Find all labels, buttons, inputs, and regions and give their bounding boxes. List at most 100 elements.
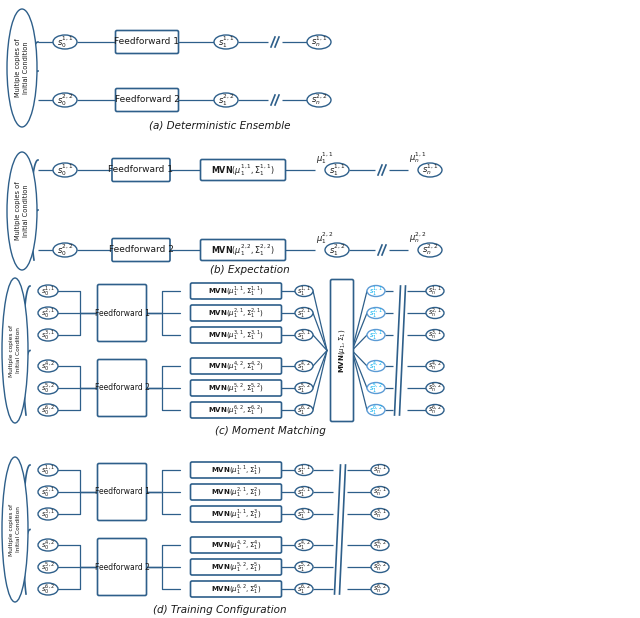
FancyBboxPatch shape (191, 380, 282, 396)
Text: $s_0^{1,1}$: $s_0^{1,1}$ (57, 163, 74, 178)
Text: $\mathbf{MVN}(\mu_1^{1,1}, \Sigma_1^{1,1})$: $\mathbf{MVN}(\mu_1^{1,1}, \Sigma_1^{1,1… (211, 163, 275, 178)
Text: $s_n^{3,1}$: $s_n^{3,1}$ (428, 328, 442, 342)
Ellipse shape (38, 307, 58, 319)
Ellipse shape (38, 382, 58, 394)
Text: $\mathbf{MVN}(\mu_1^{5,2}, \Sigma_1^{5,2})$: $\mathbf{MVN}(\mu_1^{5,2}, \Sigma_1^{5,2… (208, 381, 264, 395)
Text: Multiple copies of
Initial Condition: Multiple copies of Initial Condition (10, 324, 20, 376)
Text: $\mathbf{MVN}(\mu_1^{2,2}, \Sigma_1^{2,2})$: $\mathbf{MVN}(\mu_1^{2,2}, \Sigma_1^{2,2… (211, 242, 275, 258)
Ellipse shape (7, 9, 37, 127)
Text: (c) Moment Matching: (c) Moment Matching (214, 426, 325, 436)
Text: Feedforward 2: Feedforward 2 (109, 245, 173, 255)
Ellipse shape (38, 583, 58, 595)
Text: $s_1^{2,2}$: $s_1^{2,2}$ (218, 92, 234, 108)
Ellipse shape (38, 464, 58, 476)
Text: (d) Training Configuration: (d) Training Configuration (153, 605, 287, 615)
FancyBboxPatch shape (191, 506, 282, 522)
Ellipse shape (38, 360, 58, 372)
Ellipse shape (38, 285, 58, 297)
FancyBboxPatch shape (191, 305, 282, 321)
FancyBboxPatch shape (115, 30, 179, 54)
Ellipse shape (325, 163, 349, 177)
Ellipse shape (367, 383, 385, 394)
Text: $s_1^{1,1}$: $s_1^{1,1}$ (369, 284, 383, 298)
Ellipse shape (426, 286, 444, 297)
Ellipse shape (426, 308, 444, 318)
Text: Feedforward 2: Feedforward 2 (95, 562, 149, 572)
Ellipse shape (53, 243, 77, 257)
Ellipse shape (38, 539, 58, 551)
Text: $s_n^{6,2}$: $s_n^{6,2}$ (373, 582, 387, 596)
Text: $s_1^{4,2}$: $s_1^{4,2}$ (297, 359, 311, 373)
Ellipse shape (367, 360, 385, 371)
Text: $s_n^{5,2}$: $s_n^{5,2}$ (428, 381, 442, 395)
Ellipse shape (295, 308, 313, 318)
Text: $s_0^{1,1}$: $s_0^{1,1}$ (57, 34, 74, 50)
Text: $s_1^{3,1}$: $s_1^{3,1}$ (297, 507, 311, 521)
FancyBboxPatch shape (191, 462, 282, 478)
Text: $s_1^{1,1}$: $s_1^{1,1}$ (218, 34, 234, 50)
Text: $\mathbf{MVN}(\mu_1^{2,1}, \Sigma_1^{2,1})$: $\mathbf{MVN}(\mu_1^{2,1}, \Sigma_1^{2,1… (208, 306, 264, 320)
Text: $s_0^{5,2}$: $s_0^{5,2}$ (41, 381, 55, 395)
Text: $s_n^{1,1}$: $s_n^{1,1}$ (310, 35, 327, 49)
Text: $\mathbf{MVN}(\mu_1, \Sigma_1)$: $\mathbf{MVN}(\mu_1, \Sigma_1)$ (337, 328, 347, 373)
Text: $\mathbf{MVN}(\mu_1^{3,1}, \Sigma_1^{3,1})$: $\mathbf{MVN}(\mu_1^{3,1}, \Sigma_1^{3,1… (208, 328, 264, 342)
Text: Feedforward 2: Feedforward 2 (95, 384, 149, 392)
Text: $s_1^{1,1}$: $s_1^{1,1}$ (329, 163, 346, 178)
Text: $s_1^{2,2}$: $s_1^{2,2}$ (329, 242, 346, 258)
Ellipse shape (38, 508, 58, 520)
Ellipse shape (38, 561, 58, 573)
Text: (b) Expectation: (b) Expectation (210, 265, 290, 275)
Ellipse shape (325, 243, 349, 257)
Text: $s_n^{4,2}$: $s_n^{4,2}$ (428, 359, 442, 373)
FancyBboxPatch shape (191, 559, 282, 575)
Text: $s_n^{5,2}$: $s_n^{5,2}$ (373, 561, 387, 574)
Ellipse shape (295, 583, 313, 595)
Ellipse shape (307, 93, 331, 107)
Ellipse shape (367, 286, 385, 297)
FancyBboxPatch shape (330, 279, 353, 421)
Ellipse shape (367, 329, 385, 341)
FancyBboxPatch shape (97, 464, 147, 520)
Text: $s_n^{1,1}$: $s_n^{1,1}$ (428, 284, 442, 298)
FancyBboxPatch shape (191, 283, 282, 299)
Text: Feedforward 2: Feedforward 2 (115, 96, 179, 104)
Ellipse shape (53, 163, 77, 177)
Text: $\mathbf{MVN}(\mu_1^{5,2}, \Sigma_1^{5})$: $\mathbf{MVN}(\mu_1^{5,2}, \Sigma_1^{5})… (211, 560, 261, 574)
FancyBboxPatch shape (97, 360, 147, 417)
Text: $\mathbf{MVN}(\mu_1^{4,2}, \Sigma_1^{4})$: $\mathbf{MVN}(\mu_1^{4,2}, \Sigma_1^{4})… (211, 538, 261, 552)
Text: $\mathbf{MVN}(\mu_1^{2,1}, \Sigma_1^{2})$: $\mathbf{MVN}(\mu_1^{2,1}, \Sigma_1^{2})… (211, 485, 261, 499)
Text: $s_1^{2,1}$: $s_1^{2,1}$ (369, 307, 383, 320)
Text: $\mathbf{MVN}(\mu_1^{1,1}, \Sigma_1^{3})$: $\mathbf{MVN}(\mu_1^{1,1}, \Sigma_1^{3})… (211, 507, 261, 521)
Text: Feedforward 1: Feedforward 1 (109, 166, 173, 174)
Text: $s_0^{2,1}$: $s_0^{2,1}$ (41, 306, 55, 320)
Text: Feedforward 1: Feedforward 1 (95, 488, 149, 496)
Ellipse shape (307, 35, 331, 49)
Ellipse shape (367, 308, 385, 318)
Text: $\mathbf{MVN}(\mu_1^{6,2}, \Sigma_1^{6,2})$: $\mathbf{MVN}(\mu_1^{6,2}, \Sigma_1^{6,2… (208, 403, 264, 417)
Text: $s_n^{2,2}$: $s_n^{2,2}$ (310, 93, 327, 108)
Text: $\mathbf{MVN}(\mu_1^{1,1}, \Sigma_1^{1,1})$: $\mathbf{MVN}(\mu_1^{1,1}, \Sigma_1^{1,1… (208, 284, 264, 298)
Text: $s_n^{2,1}$: $s_n^{2,1}$ (428, 307, 442, 320)
Ellipse shape (371, 486, 389, 497)
Ellipse shape (295, 286, 313, 297)
Text: $s_1^{6,2}$: $s_1^{6,2}$ (369, 403, 383, 417)
Text: $s_1^{3,1}$: $s_1^{3,1}$ (297, 328, 311, 342)
Ellipse shape (53, 93, 77, 107)
Ellipse shape (214, 93, 238, 107)
Text: $s_n^{1,1}$: $s_n^{1,1}$ (422, 163, 438, 177)
Ellipse shape (295, 465, 313, 475)
Text: $s_0^{1,1}$: $s_0^{1,1}$ (41, 464, 55, 476)
Text: $s_n^{1,1}$: $s_n^{1,1}$ (373, 464, 387, 476)
Ellipse shape (426, 383, 444, 394)
FancyBboxPatch shape (200, 159, 285, 180)
Text: $s_n^{3,1}$: $s_n^{3,1}$ (373, 507, 387, 520)
Text: $s_1^{6,2}$: $s_1^{6,2}$ (297, 403, 311, 417)
Ellipse shape (295, 329, 313, 341)
Text: $s_1^{5,2}$: $s_1^{5,2}$ (297, 381, 311, 395)
FancyBboxPatch shape (191, 358, 282, 374)
Text: $\mathbf{MVN}(\mu_1^{1,1}, \Sigma_1^{1})$: $\mathbf{MVN}(\mu_1^{1,1}, \Sigma_1^{1})… (211, 464, 261, 476)
Ellipse shape (214, 35, 238, 49)
Text: $s_1^{1,1}$: $s_1^{1,1}$ (297, 464, 311, 476)
Ellipse shape (426, 329, 444, 341)
Text: Multiple copies of
Initial Condition: Multiple copies of Initial Condition (15, 39, 29, 97)
